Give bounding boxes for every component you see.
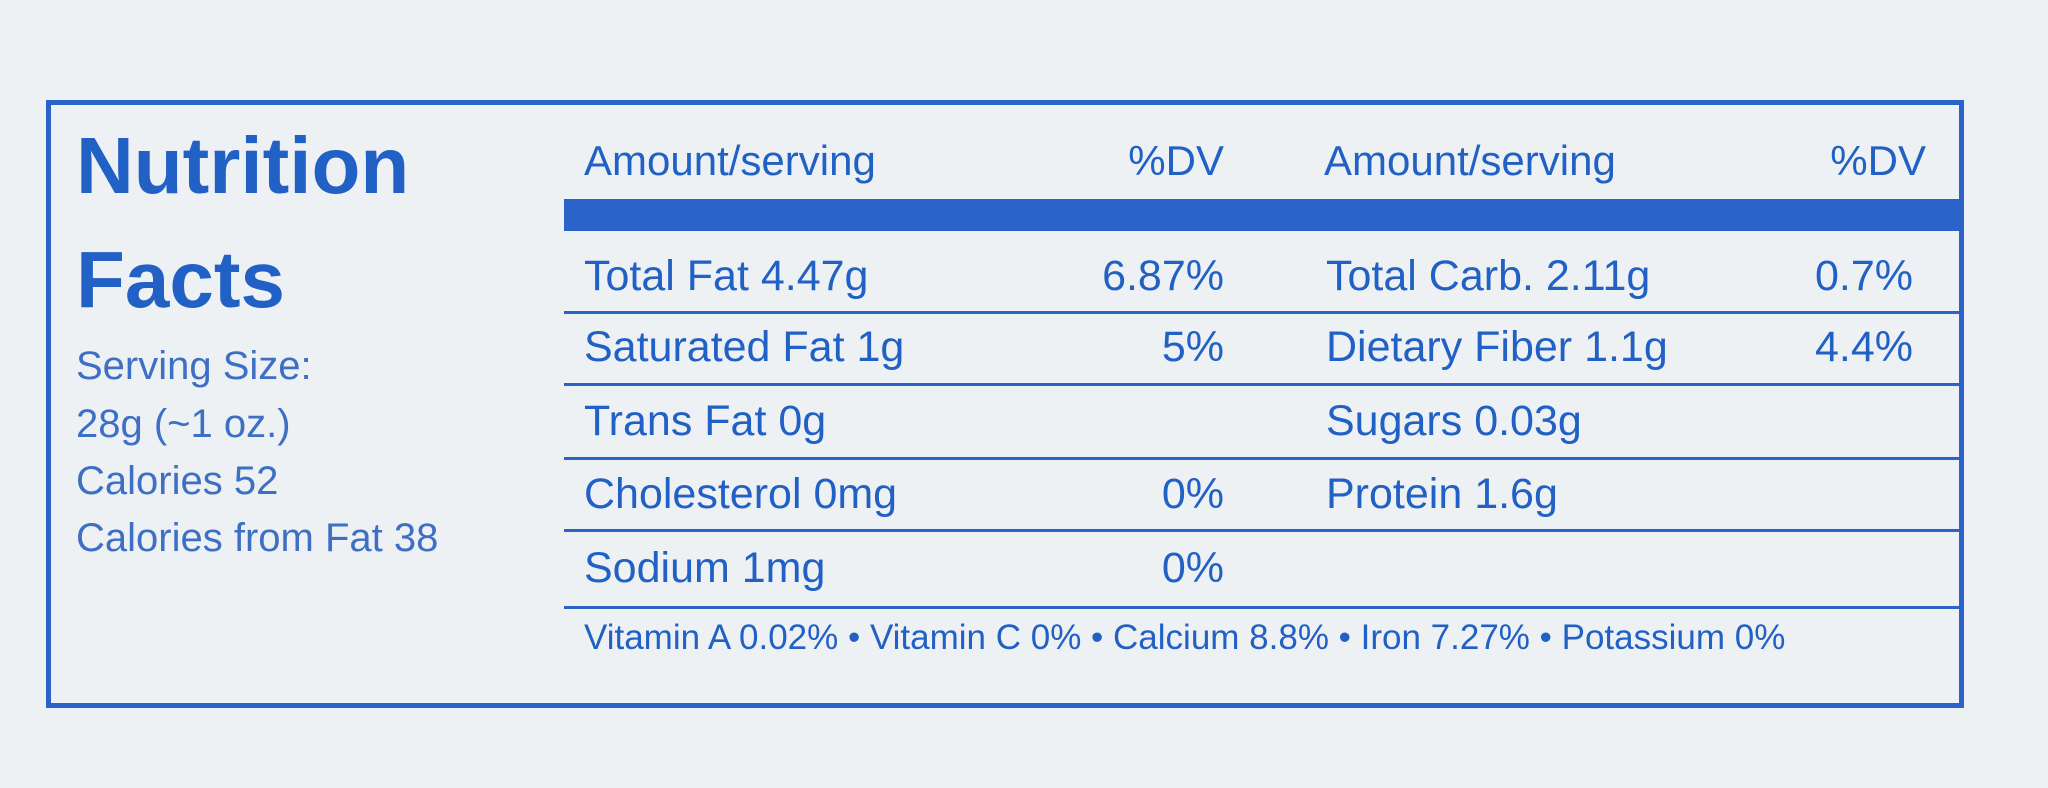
title: Nutrition [76,121,410,210]
footer: Vitamin A 0.02% • Vitamin C 0% • Calcium… [584,618,1786,657]
column-header: %DV [1128,137,1224,184]
column-header: %DV [1830,137,1926,184]
row-rule [564,457,1964,460]
nutrient: Protein 1.6g [1326,470,1558,518]
column-header: Amount/serving [1324,137,1616,184]
serving-line: Calories from Fat 38 [76,516,439,560]
nutrient: Sodium 1mg [584,544,826,592]
row-rule [564,529,1964,532]
nutrient: Total Carb. 2.11g [1326,252,1651,300]
row-rule [564,311,1964,314]
header-bar [564,199,1964,231]
nutrient: Sugars 0.03g [1326,397,1582,445]
nutrient: Dietary Fiber 1.1g [1326,323,1668,371]
column-header: Amount/serving [584,137,876,184]
label-border [46,100,1964,708]
title: Facts [76,235,285,324]
serving-line: Calories 52 [76,459,279,503]
nutrient: Trans Fat 0g [584,397,827,445]
dv-value: 6.87% [1102,252,1224,300]
dv-value: 0% [1161,470,1224,518]
serving-line: 28g (~1 oz.) [76,402,291,446]
dv-value: 5% [1161,323,1224,371]
dv-value: 4.4% [1814,323,1913,371]
nutrient: Cholesterol 0mg [584,470,898,518]
serving-line: Serving Size: [76,344,312,388]
dv-value: 0% [1161,544,1224,592]
row-rule [564,606,1964,609]
nutrient: Saturated Fat 1g [584,323,905,371]
nutrient: Total Fat 4.47g [584,252,869,300]
row-rule [564,383,1964,386]
dv-value: 0.7% [1814,252,1913,300]
